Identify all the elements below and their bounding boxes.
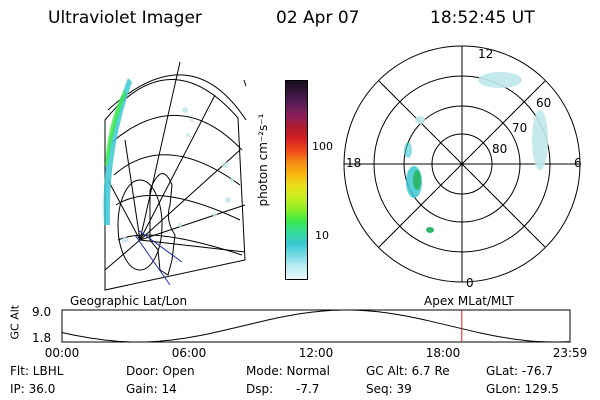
satellite-track	[134, 229, 183, 286]
mlt-label-0: 0	[466, 276, 474, 290]
gc-ytick-bottom: 1.8	[32, 331, 52, 345]
mlt-label-6: 6	[574, 156, 582, 170]
mlt-label-18: 18	[346, 156, 362, 170]
gc-xtick-0600: 06:00	[171, 346, 207, 360]
gc-ylabel: GC Alt	[8, 304, 22, 340]
colorbar	[285, 80, 308, 280]
gc-xtick-1200: 12:00	[298, 346, 334, 360]
left-aurora-band	[103, 78, 132, 225]
mode-label: Mode: Normal	[246, 364, 330, 378]
mlat-label-80: 80	[492, 142, 508, 156]
left-aurora-core	[105, 90, 126, 165]
geographic-grid	[104, 61, 247, 291]
glat-label: GLat: -76.7	[486, 364, 553, 378]
dsp-value: -7.7	[296, 382, 320, 396]
mlt-label-12: 12	[478, 47, 494, 61]
dsp-label: Dsp:	[246, 382, 274, 396]
date-label: 02 Apr 07	[276, 8, 360, 28]
gain-label: Gain: 14	[126, 382, 177, 396]
gc-xtick-2359: 23:59	[552, 346, 588, 360]
door-label: Door: Open	[126, 364, 195, 378]
map-mark-icon	[243, 79, 247, 87]
instrument-title: Ultraviolet Imager	[48, 8, 202, 28]
time-label: 18:52:45 UT	[430, 8, 535, 28]
gc-plot-frame	[61, 309, 571, 343]
apex-label: Apex MLat/MLT	[424, 294, 514, 308]
gc-xtick-0000: 00:00	[44, 346, 80, 360]
colorbar-tick-100: 100	[312, 140, 333, 153]
glon-label: GLon: 129.5	[486, 382, 559, 396]
polar-grid	[343, 45, 581, 283]
colorbar-gradient	[286, 81, 307, 279]
mlat-label-70: 70	[512, 121, 528, 135]
ip-label: IP: 36.0	[10, 382, 56, 396]
coastline	[149, 173, 176, 276]
colorbar-tick-10: 10	[315, 229, 329, 242]
geographic-label: Geographic Lat/Lon	[70, 294, 188, 308]
seq-label: Seq: 39	[366, 382, 412, 396]
gc-alt-curve	[61, 309, 571, 343]
polar-aurora	[404, 72, 548, 233]
gc-ytick-top: 9.0	[32, 305, 52, 319]
gc-xtick-1800: 18:00	[425, 346, 461, 360]
gcalt-label: GC Alt: 6.7 Re	[366, 364, 450, 378]
mlat-label-60: 60	[536, 96, 552, 110]
flt-label: Flt: LBHL	[10, 364, 64, 378]
left-aurora-scatter	[122, 107, 234, 243]
